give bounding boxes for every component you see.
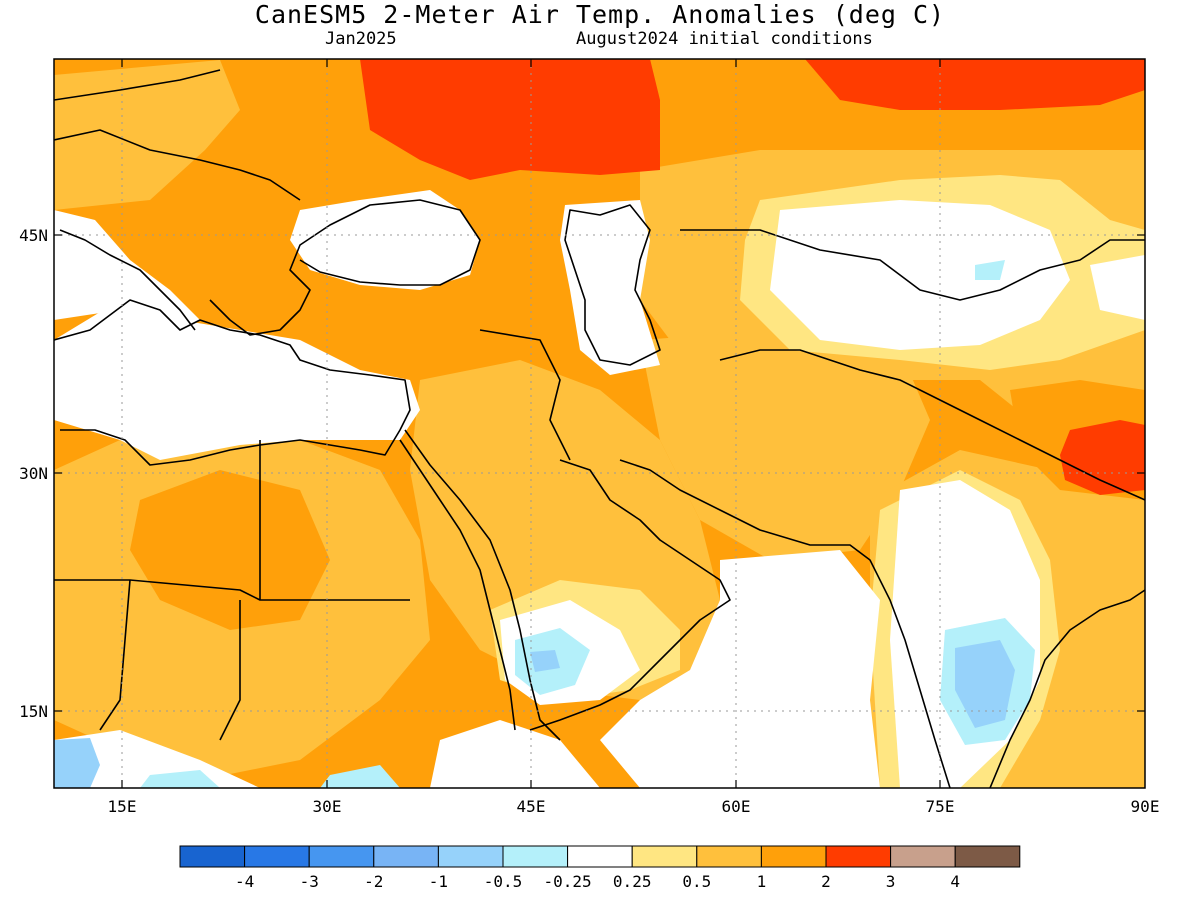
lat-label-45n: 45N [19, 226, 48, 245]
colorbar-swatch-6 [567, 845, 633, 868]
colorbar-swatch-7 [631, 845, 698, 868]
colorbar-label-0: -4 [235, 872, 254, 891]
colorbar-label-3: -1 [429, 872, 448, 891]
lon-label-45e: 45E [517, 797, 546, 816]
colorbar-label-2: -2 [364, 872, 383, 891]
red-sea-east [404, 429, 561, 741]
lon-label-75e: 75E [926, 797, 955, 816]
colorbar-swatch-9 [760, 845, 827, 868]
colorbar-label-11: 4 [950, 872, 960, 891]
field-neutral-mediterranean [54, 300, 420, 460]
field-neg-sudan [320, 765, 400, 788]
colorbar-label-6: 0.25 [613, 872, 652, 891]
libya-border [219, 600, 241, 741]
graticule [54, 59, 1145, 788]
algeria-border [99, 579, 131, 731]
lon-label-90e: 90E [1131, 797, 1160, 816]
lon-label-15e: 15E [108, 797, 137, 816]
lon-label-60e: 60E [722, 797, 751, 816]
colorbar-swatch-12 [954, 845, 1021, 868]
lon-label-30e: 30E [313, 797, 342, 816]
map-title: CanESM5 2-Meter Air Temp. Anomalies (deg… [254, 0, 946, 29]
field-0.5-1-iran [640, 330, 930, 560]
axis-ticks [54, 59, 1145, 788]
italy-coast [59, 229, 196, 331]
colorbar-swatch-11 [890, 845, 956, 868]
field-neutral-western-med [54, 210, 200, 330]
anomaly-field [54, 59, 1145, 788]
colorbar-swatch-3 [373, 845, 439, 868]
field-0.5-1-europe [54, 60, 240, 210]
mediterranean-coast [54, 299, 411, 466]
colorbar-label-5: -0.25 [544, 872, 592, 891]
field-2-3-siberia [805, 59, 1145, 110]
field-neg-balkhash [975, 260, 1005, 280]
colorbar-swatch-1 [244, 845, 310, 868]
india-east-coast [989, 589, 1145, 788]
europe-border [54, 129, 301, 201]
colorbar-swatch-5 [502, 845, 569, 868]
field-neutral-sahel [54, 730, 260, 788]
kazakhstan-border [680, 229, 1145, 301]
himalaya-border [719, 349, 1145, 501]
map-frame [53, 58, 1146, 789]
colorbar-swatch-2 [308, 845, 375, 868]
arabia-coast [529, 459, 731, 731]
field-neg-0.5-yemen [530, 650, 560, 672]
colorbar-swatch-10 [825, 845, 892, 868]
lat-label-30n: 30N [19, 464, 48, 483]
field-neutral-northeast [1090, 255, 1145, 320]
coastlines [54, 69, 1145, 788]
caspian-coast [564, 204, 661, 366]
iraq-border [479, 329, 571, 461]
colorbar-swatch-0 [179, 845, 246, 868]
baltic-coast [54, 69, 221, 101]
field-neg-0.5-india [955, 640, 1015, 728]
colorbar-label-9: 2 [821, 872, 831, 891]
initial-conditions: August2024 initial conditions [576, 29, 873, 49]
field-neutral-horn [430, 720, 600, 788]
red-sea-west [399, 439, 516, 731]
field-1-2-sahara [130, 470, 330, 630]
colorbar-label-8: 1 [757, 872, 767, 891]
field-neg-west-africa [54, 738, 100, 788]
forecast-month: Jan2025 [325, 29, 397, 49]
north-africa-border [54, 579, 410, 601]
black-sea-coast [209, 199, 481, 336]
field-neutral-arabian-sea [600, 550, 880, 788]
colorbar: -4 -3 -2 -1 -0.5 -0.25 0.25 0.5 1 2 3 4 [179, 845, 1021, 891]
field-2-3-tibet [1060, 420, 1145, 495]
colorbar-swatch-8 [696, 845, 762, 868]
field-neutral-kazakhstan [770, 200, 1070, 350]
field-2-3-russia [360, 59, 660, 180]
iran-pakistan-india-coast [619, 459, 951, 788]
field-neg-chad [140, 770, 220, 788]
colorbar-label-10: 3 [886, 872, 896, 891]
colorbar-label-7: 0.5 [682, 872, 711, 891]
field-neutral-black-sea [290, 190, 480, 290]
colorbar-label-1: -3 [300, 872, 319, 891]
lat-label-15n: 15N [19, 702, 48, 721]
colorbar-swatch-4 [437, 845, 504, 868]
colorbar-label-4: -0.5 [484, 872, 523, 891]
